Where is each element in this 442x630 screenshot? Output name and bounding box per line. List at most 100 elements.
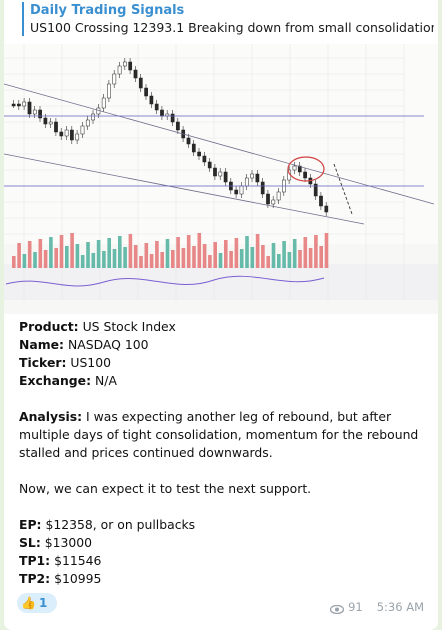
candle <box>32 109 37 115</box>
reply-text: US100 Crossing 12393.1 Breaking down fro… <box>30 20 434 35</box>
candle <box>64 129 69 137</box>
volume-bar <box>314 235 318 268</box>
ticker-label: Ticker: <box>19 355 67 370</box>
analysis-text: I was expecting another leg of rebound, … <box>19 409 419 460</box>
volume-bar <box>186 235 191 268</box>
volume-bar <box>128 234 133 268</box>
name-value: NASDAQ 100 <box>67 337 149 352</box>
ticker-value: US100 <box>70 355 111 370</box>
volume-bar <box>165 239 170 268</box>
eye-icon <box>329 603 345 614</box>
candle <box>202 155 207 163</box>
product-label: Product: <box>19 319 79 334</box>
candle <box>133 69 138 79</box>
volume-bar <box>33 252 37 268</box>
reaction-thumbs-up[interactable]: 👍 1 <box>17 593 57 613</box>
note-text: Now, we can expect it to test the next s… <box>19 481 312 496</box>
volume-bar <box>261 245 265 268</box>
volume-bar <box>192 246 196 268</box>
reply-preview[interactable]: Daily Trading Signals US100 Crossing 123… <box>22 2 434 36</box>
tp1-label: TP1: <box>19 553 51 568</box>
volume-bar <box>181 248 186 268</box>
projection-arrow <box>333 163 353 215</box>
candle <box>324 205 329 213</box>
volume-bar <box>144 243 149 268</box>
ep-label: EP: <box>19 517 42 532</box>
volume-bar <box>22 254 27 268</box>
volume-bar <box>292 239 297 268</box>
ep-value: $12358, or on pullbacks <box>45 517 196 532</box>
volume-bar <box>65 246 69 268</box>
candle <box>17 103 21 107</box>
volume-bar <box>70 233 74 268</box>
exchange-label: Exchange: <box>19 373 92 388</box>
candle <box>213 167 217 177</box>
volume-bar <box>229 251 233 268</box>
volume-bar <box>255 234 260 268</box>
reply-title: Daily Trading Signals <box>30 3 185 18</box>
product-value: US Stock Index <box>82 319 176 334</box>
volume-bar <box>155 241 159 268</box>
chart-screenshot <box>4 44 438 314</box>
candle <box>123 61 127 67</box>
volume-bar <box>176 237 180 268</box>
volume-bar <box>208 255 212 268</box>
candle <box>11 103 16 107</box>
volume-bar <box>149 254 154 268</box>
volume-bar <box>75 244 80 268</box>
candle <box>101 97 106 109</box>
volume-bar <box>59 235 64 268</box>
candle <box>112 73 117 85</box>
candle <box>75 133 80 141</box>
candle <box>319 195 323 207</box>
candle <box>170 113 175 123</box>
message-text: Product: US Stock Index Name: NASDAQ 100… <box>19 318 431 588</box>
volume-bar <box>112 249 117 268</box>
volume-bar <box>308 248 313 268</box>
candle <box>250 173 254 179</box>
volume-bar <box>96 240 101 268</box>
volume-bar <box>234 238 239 268</box>
consolidation-circle <box>287 156 325 182</box>
volume-bar <box>324 233 329 268</box>
candle <box>117 65 122 75</box>
volume-bar <box>27 241 32 268</box>
reaction-count: 1 <box>38 596 48 610</box>
oscillator-line <box>5 275 325 287</box>
volume-bar <box>43 250 48 268</box>
volume-bar <box>202 244 207 268</box>
volume-bar <box>250 247 255 268</box>
candle <box>313 183 318 197</box>
candle <box>276 191 281 201</box>
candle <box>59 131 64 137</box>
thumbs-up-icon: 👍 <box>21 596 36 610</box>
chart-image[interactable] <box>4 44 438 314</box>
message-meta: 91 5:36 AM <box>329 600 424 614</box>
candle <box>48 121 53 125</box>
candle <box>244 177 249 187</box>
candle <box>91 113 95 121</box>
candle <box>186 137 191 145</box>
volume-bar <box>139 256 143 268</box>
candle <box>255 173 260 183</box>
volume-bar <box>12 256 16 268</box>
candle <box>218 171 223 177</box>
candle <box>207 161 212 169</box>
volume-bar <box>160 252 164 268</box>
candle <box>138 77 143 89</box>
exchange-value: N/A <box>95 373 117 388</box>
candle <box>43 117 48 125</box>
volume-bar <box>282 241 286 268</box>
volume-bar <box>86 242 90 268</box>
timestamp: 5:36 AM <box>376 600 424 614</box>
candle <box>38 109 42 119</box>
candle <box>144 87 148 97</box>
candle <box>271 199 276 205</box>
volume-bar <box>80 255 85 268</box>
volume-bar <box>171 250 175 268</box>
volume-bar <box>123 247 127 268</box>
name-label: Name: <box>19 337 65 352</box>
candle <box>128 61 133 71</box>
volume-bar <box>213 242 217 268</box>
volume-bar <box>224 240 228 268</box>
